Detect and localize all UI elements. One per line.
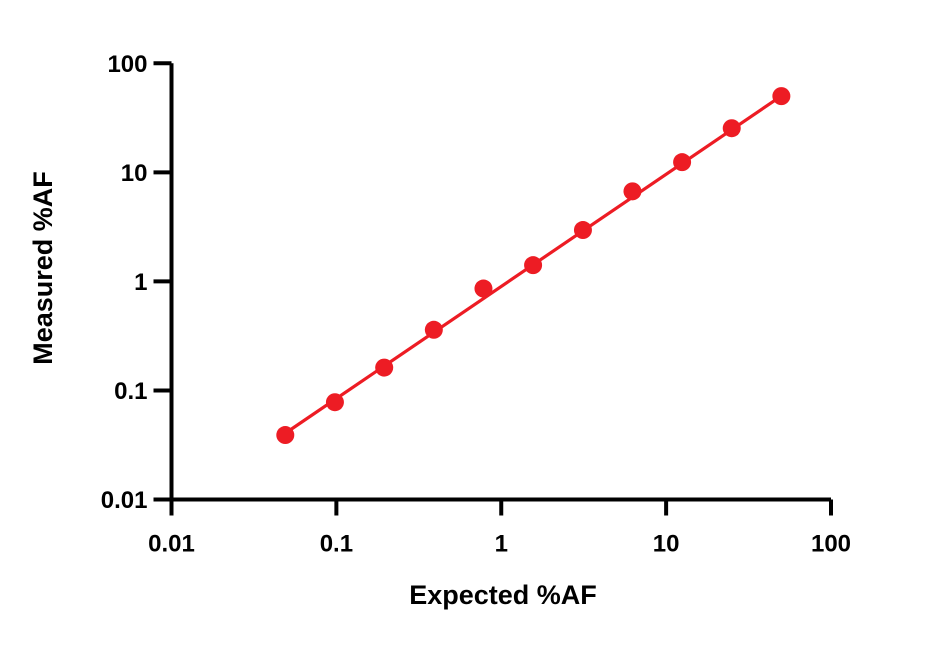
data-point [722, 119, 741, 138]
y-tick-label: 100 [107, 51, 147, 78]
plot-group [276, 87, 791, 445]
y-tick-label: 10 [121, 160, 148, 187]
x-tick-label: 0.1 [320, 531, 353, 558]
data-point [673, 153, 692, 172]
data-point [424, 320, 443, 339]
data-point [375, 358, 394, 377]
x-tick-label: 1 [495, 531, 508, 558]
data-point [276, 426, 295, 445]
data-point [573, 221, 592, 240]
x-axis-title: Expected %AF [409, 580, 597, 610]
x-tick-label: 100 [811, 531, 851, 558]
data-point [474, 279, 493, 298]
y-tick-label: 1 [134, 269, 147, 296]
x-tick-label: 10 [653, 531, 680, 558]
y-tick-label: 0.1 [114, 378, 147, 405]
data-point [772, 87, 791, 106]
y-axis-title: Measured %AF [28, 171, 58, 365]
data-point [623, 182, 642, 201]
y-tick-label: 0.01 [101, 487, 148, 514]
data-point [325, 393, 344, 412]
x-tick-label: 0.01 [148, 531, 195, 558]
data-point [524, 256, 543, 275]
ticks-group: 0.01 0.1 1 10 100 0.01 0.1 1 10 100 [101, 51, 851, 558]
